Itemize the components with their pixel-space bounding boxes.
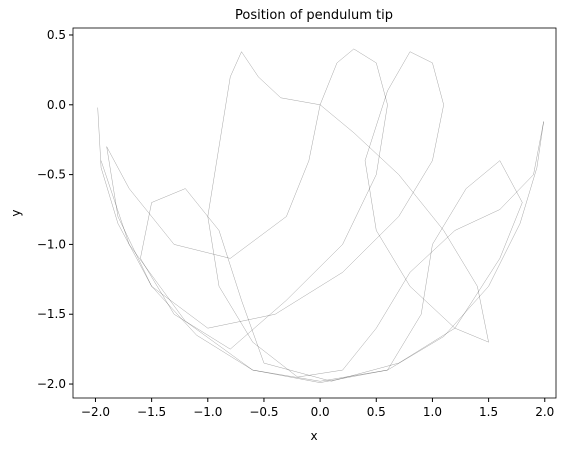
x-tick-label: 1.0 [423, 405, 442, 419]
y-tick-label: −1.5 [37, 307, 66, 321]
y-tick-label: −1.0 [37, 237, 66, 251]
y-tick-label: −0.5 [37, 168, 66, 182]
x-tick-label: −2.0 [81, 405, 110, 419]
chart-title: Position of pendulum tip [235, 8, 393, 23]
x-tick-label: 1.5 [479, 405, 498, 419]
x-tick-label: 0.5 [367, 405, 386, 419]
plot-frame [72, 27, 557, 399]
x-tick-label: −0.5 [249, 405, 278, 419]
x-tick-label: 2.0 [535, 405, 554, 419]
x-tick-label: −1.5 [137, 405, 166, 419]
x-tick-label: 0.0 [311, 405, 330, 419]
x-axis-label: x [310, 429, 317, 443]
y-tick-label: −2.0 [37, 377, 66, 391]
x-tick-label: −1.0 [193, 405, 222, 419]
trajectory-line [97, 48, 544, 383]
y-tick-label: 0.5 [47, 28, 66, 42]
y-tick-label: 0.0 [47, 98, 66, 112]
y-axis-label: y [9, 209, 23, 216]
